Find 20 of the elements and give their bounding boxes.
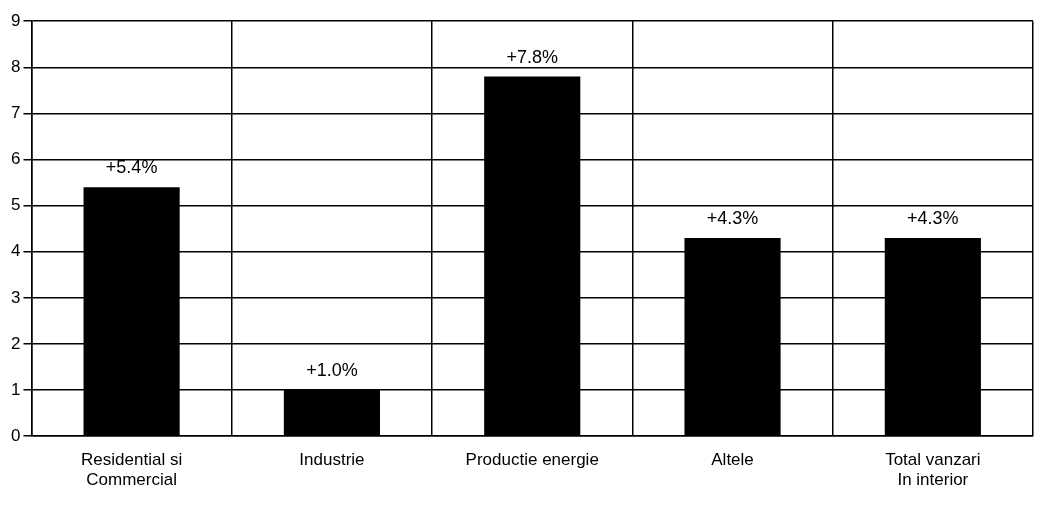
y-tick-label: 0: [10, 425, 21, 445]
y-tick-label: 2: [10, 333, 21, 353]
x-tick-label: Altele: [711, 450, 754, 470]
y-tick-label: 4: [10, 241, 21, 261]
x-tick-label: Residential si Commercial: [81, 450, 183, 490]
data-label: +1.0%: [306, 360, 358, 381]
y-tick-label: 3: [10, 287, 21, 307]
x-tick-label: Productie energie: [465, 450, 599, 470]
y-tick-label: 9: [10, 10, 21, 30]
y-tick-label: 7: [10, 103, 21, 123]
y-tick-label: 8: [10, 57, 21, 76]
data-label: +5.4%: [105, 157, 158, 178]
data-label: +4.3%: [706, 207, 759, 228]
y-tick-label: 6: [10, 149, 21, 169]
data-label: +7.8%: [506, 46, 558, 67]
x-tick-label: Industrie: [299, 450, 365, 470]
y-tick-label: 5: [10, 195, 21, 215]
y-tick-label: 1: [10, 379, 21, 399]
data-label: +4.3%: [907, 207, 959, 228]
x-tick-label: Total vanzari In interior: [885, 450, 981, 490]
